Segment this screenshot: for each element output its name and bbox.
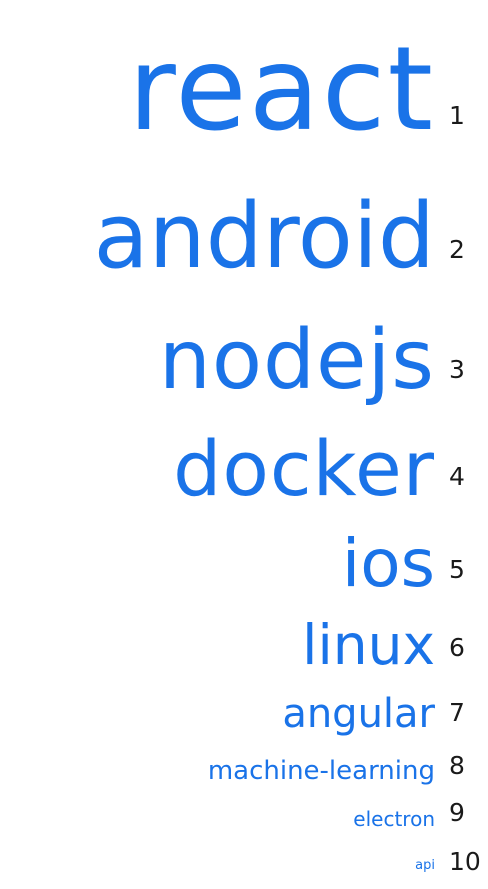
rank-number-4: 4	[449, 462, 465, 491]
ranking-row-android: android 2	[0, 170, 488, 282]
tag-link-api[interactable]: api	[415, 858, 435, 873]
tag-link-ios[interactable]: ios	[341, 525, 435, 602]
ranking-row-react: react 1	[0, 20, 488, 148]
tag-link-angular[interactable]: angular	[282, 691, 435, 737]
ranking-row-machine-learning: machine-learning 8	[0, 748, 488, 784]
rank-number-9: 9	[449, 798, 465, 827]
tag-link-nodejs[interactable]: nodejs	[158, 313, 435, 408]
ranking-row-angular: angular 7	[0, 685, 488, 734]
tag-link-machine-learning[interactable]: machine-learning	[207, 756, 435, 786]
ranking-row-electron: electron 9	[0, 798, 488, 829]
rank-number-2: 2	[449, 235, 465, 264]
rank-number-5: 5	[449, 555, 465, 584]
tag-link-electron[interactable]: electron	[353, 807, 435, 831]
tag-link-android[interactable]: android	[93, 184, 435, 289]
rank-number-1: 1	[449, 101, 465, 130]
ranking-row-linux: linux 6	[0, 610, 488, 673]
rank-number-8: 8	[449, 751, 465, 780]
rank-number-10: 10	[449, 847, 481, 876]
ranking-row-nodejs: nodejs 3	[0, 310, 488, 402]
ranking-row-api: api 10	[0, 848, 488, 874]
rank-number-3: 3	[449, 355, 465, 384]
tag-link-docker[interactable]: docker	[173, 424, 435, 513]
rank-number-7: 7	[449, 698, 465, 727]
ranking-row-docker: docker 4	[0, 420, 488, 507]
tag-link-react[interactable]: react	[128, 22, 435, 157]
rank-number-6: 6	[449, 633, 465, 662]
ranking-row-ios: ios 5	[0, 528, 488, 597]
tag-link-linux[interactable]: linux	[302, 613, 435, 677]
